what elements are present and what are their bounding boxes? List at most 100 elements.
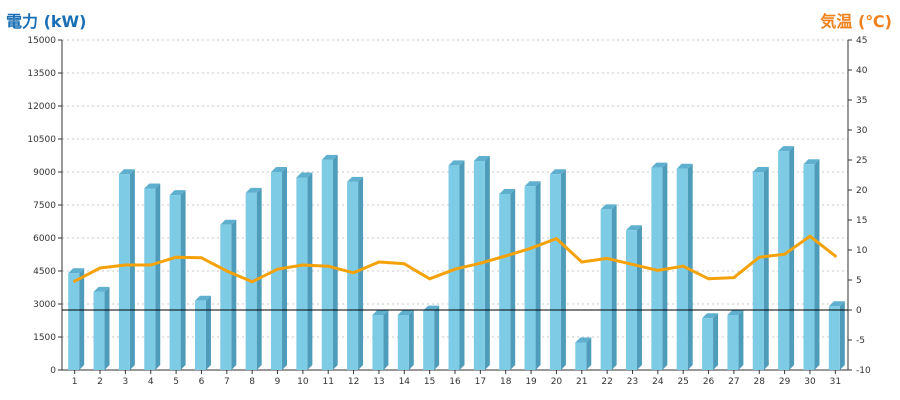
bar-top <box>651 162 668 168</box>
bar-side <box>383 310 389 370</box>
bar-side <box>307 172 313 370</box>
bar-side <box>763 167 769 370</box>
left-axis-title: 電力 (kW) <box>6 12 87 31</box>
x-tick-label: 13 <box>373 377 384 387</box>
temperature-point <box>681 264 685 268</box>
left-tick-label: 4500 <box>33 267 56 277</box>
temperature-point <box>732 276 736 280</box>
temperature-point <box>833 254 837 258</box>
bar-top <box>727 310 744 315</box>
right-tick-label: 15 <box>856 216 867 226</box>
bar-top <box>473 156 490 161</box>
right-tick-label: 20 <box>856 186 868 196</box>
bar-top <box>194 295 211 301</box>
right-tick-label: 30 <box>856 126 868 136</box>
temperature-point <box>504 254 508 258</box>
bar-side <box>814 159 820 370</box>
bar-top <box>144 183 161 189</box>
x-tick-label: 28 <box>754 377 766 387</box>
right-tick-label: 35 <box>856 96 867 106</box>
temperature-point <box>580 260 584 264</box>
temperature-point <box>630 262 634 266</box>
bar-side <box>332 154 338 370</box>
x-tick-label: 4 <box>148 377 154 387</box>
temperature-point <box>123 263 127 267</box>
bar-side <box>104 286 110 370</box>
temperature-point <box>402 262 406 266</box>
bar-side <box>408 310 414 370</box>
bar-top <box>321 154 338 160</box>
bar <box>118 174 130 370</box>
bar-top <box>828 301 845 307</box>
x-tick-label: 9 <box>275 377 281 387</box>
bar-top <box>169 190 186 196</box>
temperature-point <box>605 256 609 260</box>
bar-top <box>271 167 288 172</box>
bar-top <box>524 181 541 187</box>
bar-side <box>205 295 211 370</box>
temperature-point <box>428 277 432 281</box>
bar-side <box>459 160 465 370</box>
bar-side <box>586 337 592 370</box>
x-tick-label: 7 <box>224 377 230 387</box>
bar-top <box>372 310 389 315</box>
x-tick-label: 27 <box>728 377 739 387</box>
temperature-point <box>453 267 457 271</box>
x-tick-label: 29 <box>779 377 791 387</box>
temperature-point <box>757 255 761 259</box>
x-tick-label: 30 <box>804 377 816 387</box>
right-tick-label: -10 <box>856 366 871 376</box>
left-tick-label: 3000 <box>33 300 56 310</box>
x-tick-label: 15 <box>424 377 435 387</box>
left-tick-label: 0 <box>50 366 56 376</box>
right-tick-label: 25 <box>856 156 867 166</box>
bar <box>625 230 637 370</box>
bar-side <box>839 301 845 370</box>
bar-top <box>296 172 313 178</box>
bar <box>144 188 156 370</box>
bar <box>347 181 359 370</box>
bar-top <box>702 313 719 319</box>
x-tick-label: 21 <box>576 377 587 387</box>
bar-side <box>636 225 642 370</box>
bar-side <box>180 190 186 370</box>
x-tick-label: 23 <box>627 377 638 387</box>
temperature-point <box>276 267 280 271</box>
x-tick-label: 17 <box>475 377 486 387</box>
bar-side <box>687 163 693 370</box>
temperature-point <box>707 277 711 281</box>
bar-top <box>220 219 237 225</box>
bar-side <box>738 310 744 370</box>
right-tick-label: 5 <box>856 276 862 286</box>
bar-side <box>484 156 490 370</box>
bar <box>194 300 206 370</box>
bar-top <box>752 167 769 172</box>
right-tick-label: -5 <box>856 336 865 346</box>
bar-side <box>231 219 237 370</box>
temperature-point <box>529 246 533 250</box>
x-tick-label: 10 <box>297 377 309 387</box>
bar-side <box>560 169 566 370</box>
temperature-point <box>783 252 787 256</box>
temperature-point <box>98 266 102 270</box>
x-tick-label: 5 <box>173 377 179 387</box>
left-tick-label: 9000 <box>33 168 56 178</box>
bar-top <box>625 225 642 231</box>
bar <box>68 273 80 370</box>
bar <box>423 310 435 370</box>
right-tick-label: 0 <box>856 306 862 316</box>
x-tick-label: 3 <box>123 377 129 387</box>
bar-side <box>434 305 440 370</box>
bar <box>600 209 612 370</box>
left-tick-label: 1500 <box>33 333 56 343</box>
bar-side <box>789 146 795 370</box>
x-tick-label: 31 <box>830 377 841 387</box>
temperature-point <box>326 264 330 268</box>
x-tick-label: 25 <box>677 377 688 387</box>
x-tick-label: 6 <box>199 377 205 387</box>
temperature-point <box>73 279 77 283</box>
x-tick-label: 2 <box>97 377 103 387</box>
bar-top <box>245 187 262 193</box>
bar <box>778 151 790 370</box>
bar-top <box>600 204 617 210</box>
